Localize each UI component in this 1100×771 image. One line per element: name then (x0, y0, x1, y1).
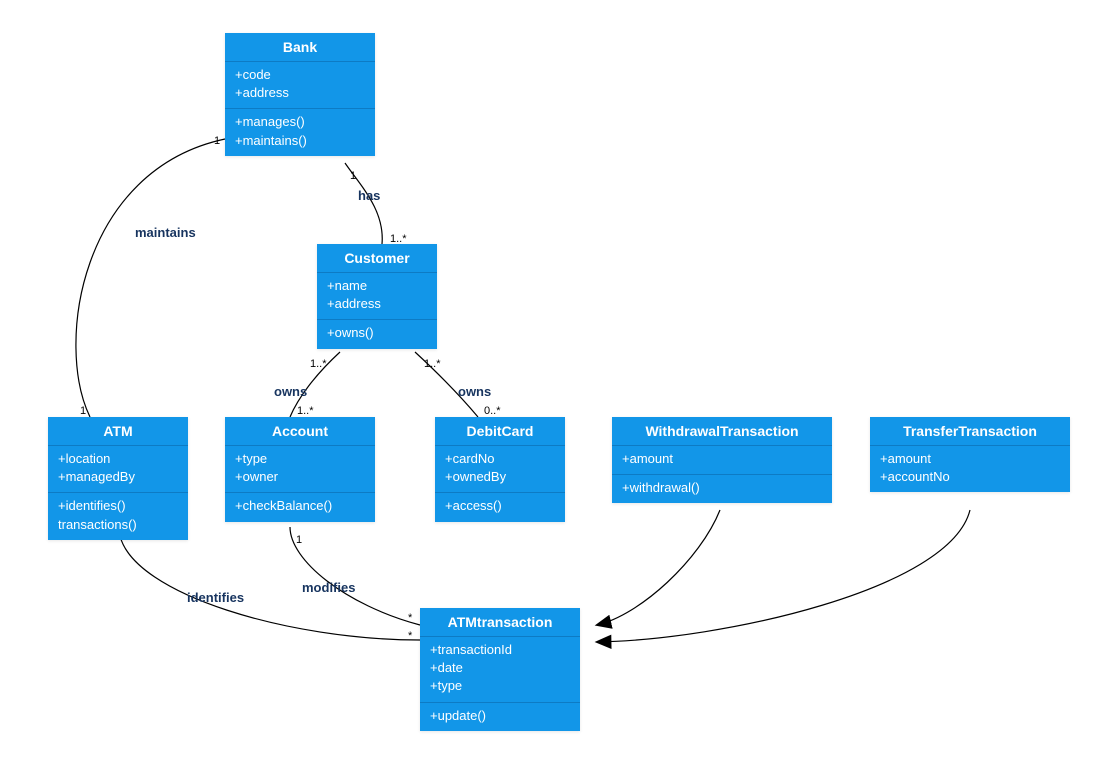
mult-label: * (408, 612, 412, 624)
class-attributes: +amount+accountNo (870, 446, 1070, 492)
class-title: DebitCard (435, 417, 565, 446)
class-title: ATM (48, 417, 188, 446)
edge-label-has: has (358, 188, 380, 203)
class-atm: ATM+location+managedBy+identifies()trans… (48, 417, 188, 540)
edge-label-maintains: maintains (135, 225, 196, 240)
class-attributes: +cardNo+ownedBy (435, 446, 565, 493)
edge-label-owns-debitcard: owns (458, 384, 491, 399)
mult-label: 0..* (484, 405, 501, 417)
class-title: TransferTransaction (870, 417, 1070, 446)
class-operations: +identifies()transactions() (48, 493, 188, 539)
class-title: WithdrawalTransaction (612, 417, 832, 446)
edge-gen-withdraw (597, 510, 720, 625)
edge-label-modifies: modifies (302, 580, 355, 595)
mult-label: 1 (214, 135, 220, 147)
mult-label: 1..* (297, 405, 314, 417)
mult-label: 1 (296, 534, 302, 546)
class-operations: +checkBalance() (225, 493, 375, 521)
class-operations: +access() (435, 493, 565, 521)
class-transfer: TransferTransaction+amount+accountNo (870, 417, 1070, 492)
class-title: Account (225, 417, 375, 446)
class-title: Customer (317, 244, 437, 273)
class-attributes: +type+owner (225, 446, 375, 493)
mult-label: 1 (80, 405, 86, 417)
class-operations: +withdrawal() (612, 475, 832, 503)
edge-maintains (76, 139, 225, 417)
class-operations: +update() (420, 703, 580, 731)
class-operations: +owns() (317, 320, 437, 348)
edge-gen-transfer (597, 510, 970, 642)
class-title: ATMtransaction (420, 608, 580, 637)
edge-label-owns-account: owns (274, 384, 307, 399)
class-withdraw: WithdrawalTransaction+amount+withdrawal(… (612, 417, 832, 503)
edge-label-identifies: identifies (187, 590, 244, 605)
class-operations: +manages()+maintains() (225, 109, 375, 155)
mult-label: 1..* (390, 233, 407, 245)
class-debitcard: DebitCard+cardNo+ownedBy+access() (435, 417, 565, 522)
class-attributes: +amount (612, 446, 832, 475)
class-atmtxn: ATMtransaction+transactionId+date+type+u… (420, 608, 580, 731)
class-attributes: +location+managedBy (48, 446, 188, 493)
class-title: Bank (225, 33, 375, 62)
edge-identifies (120, 536, 420, 640)
class-attributes: +name+address (317, 273, 437, 320)
class-customer: Customer+name+address+owns() (317, 244, 437, 349)
class-attributes: +transactionId+date+type (420, 637, 580, 703)
mult-label: 1 (350, 170, 356, 182)
edge-modifies (290, 527, 420, 625)
mult-label: 1..* (424, 358, 441, 370)
class-account: Account+type+owner+checkBalance() (225, 417, 375, 522)
class-attributes: +code+address (225, 62, 375, 109)
mult-label: * (408, 630, 412, 642)
mult-label: 1..* (310, 358, 327, 370)
class-bank: Bank+code+address+manages()+maintains() (225, 33, 375, 156)
